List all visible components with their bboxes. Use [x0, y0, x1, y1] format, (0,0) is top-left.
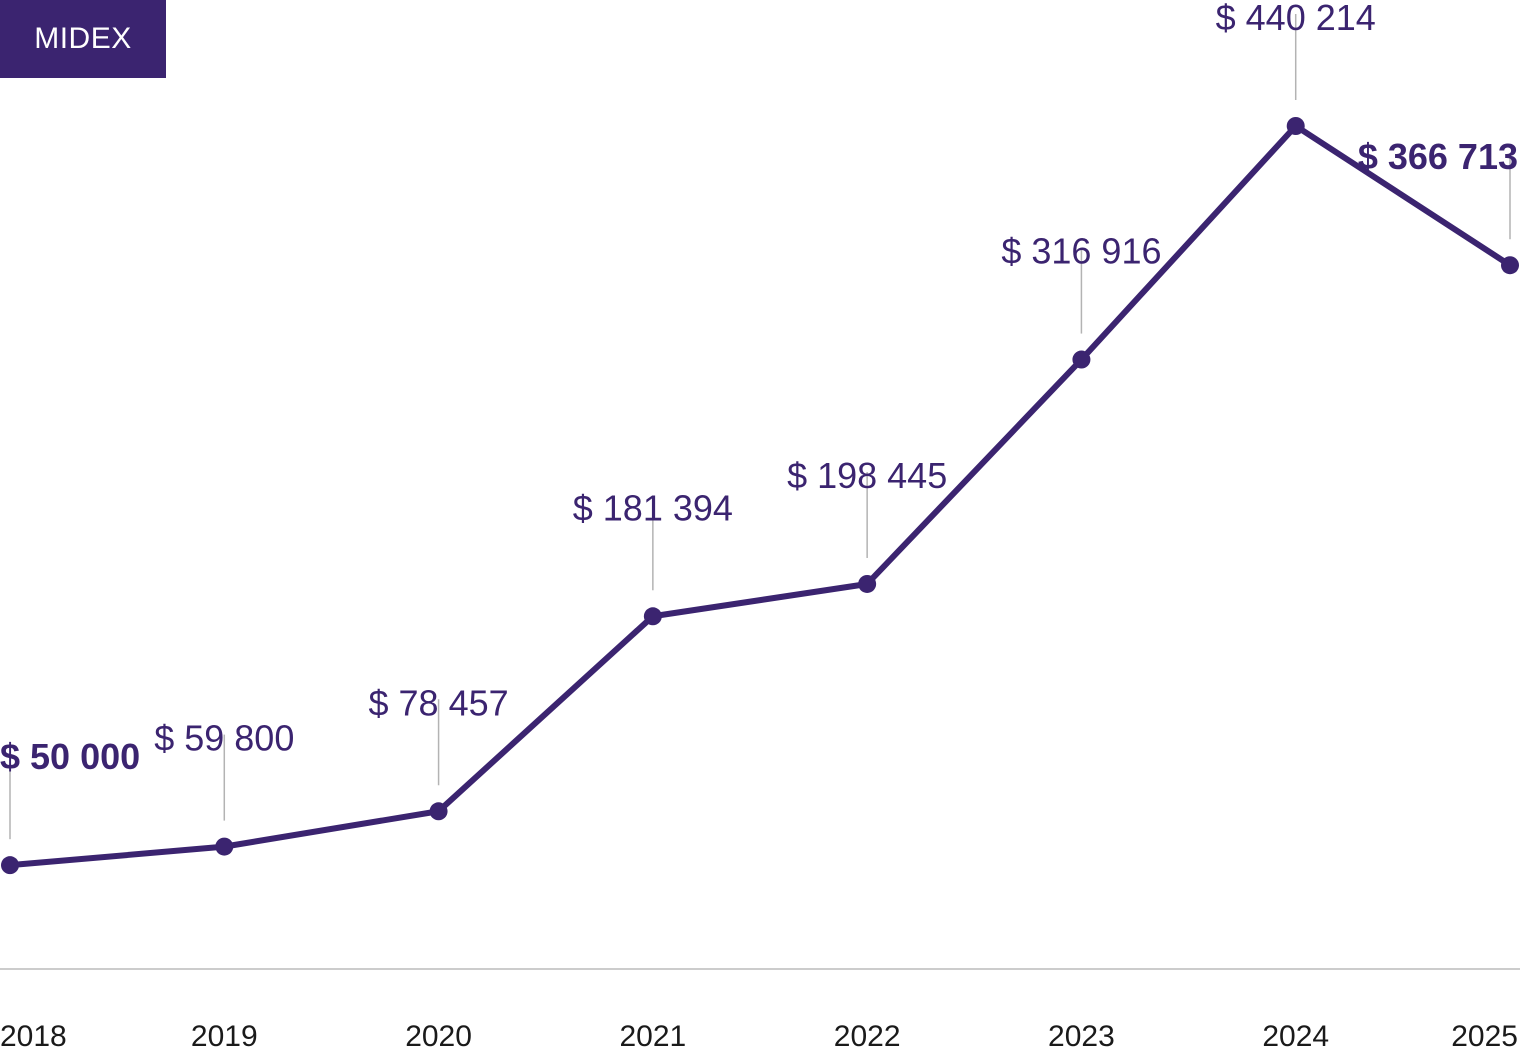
- data-label: $ 198 445: [787, 455, 947, 496]
- x-tick-label: 2023: [1048, 1020, 1115, 1053]
- data-label: $ 181 394: [573, 487, 733, 528]
- data-label: $ 440 214: [1216, 0, 1376, 38]
- data-labels: $ 50 000 $ 59 800 $ 78 457 $ 181 394 $ 198 4…: [0, 0, 1518, 777]
- data-point: [1, 856, 19, 875]
- x-tick-label: 2021: [619, 1020, 686, 1053]
- series-badge: MIDEX: [0, 0, 166, 78]
- series-line: [7, 123, 1513, 869]
- data-label: $ 78 457: [369, 682, 509, 723]
- x-tick-label: 2020: [405, 1020, 472, 1053]
- x-tick-label: 2018: [0, 1020, 67, 1053]
- x-tick-label: 2024: [1262, 1020, 1329, 1053]
- leader-lines: [9, 14, 1511, 840]
- x-tick-label: 2025: [1451, 1020, 1518, 1053]
- data-label: $ 50 000: [0, 736, 140, 777]
- data-label: $ 316 916: [1001, 231, 1161, 272]
- data-label: $ 59 800: [154, 718, 294, 759]
- data-point: [1072, 350, 1091, 369]
- data-label: $ 366 713: [1358, 136, 1518, 177]
- data-point: [858, 574, 877, 593]
- x-tick-label: 2019: [191, 1020, 258, 1053]
- data-point: [643, 607, 662, 626]
- data-points: [1, 117, 1519, 875]
- data-point: [1286, 117, 1305, 135]
- data-point: [1501, 256, 1519, 275]
- data-point: [429, 802, 448, 821]
- data-point: [215, 837, 234, 856]
- x-tick-labels: 2018 2019 2020 2021 2022 2023 2024 2025: [0, 1020, 1518, 1053]
- x-tick-label: 2022: [834, 1020, 901, 1053]
